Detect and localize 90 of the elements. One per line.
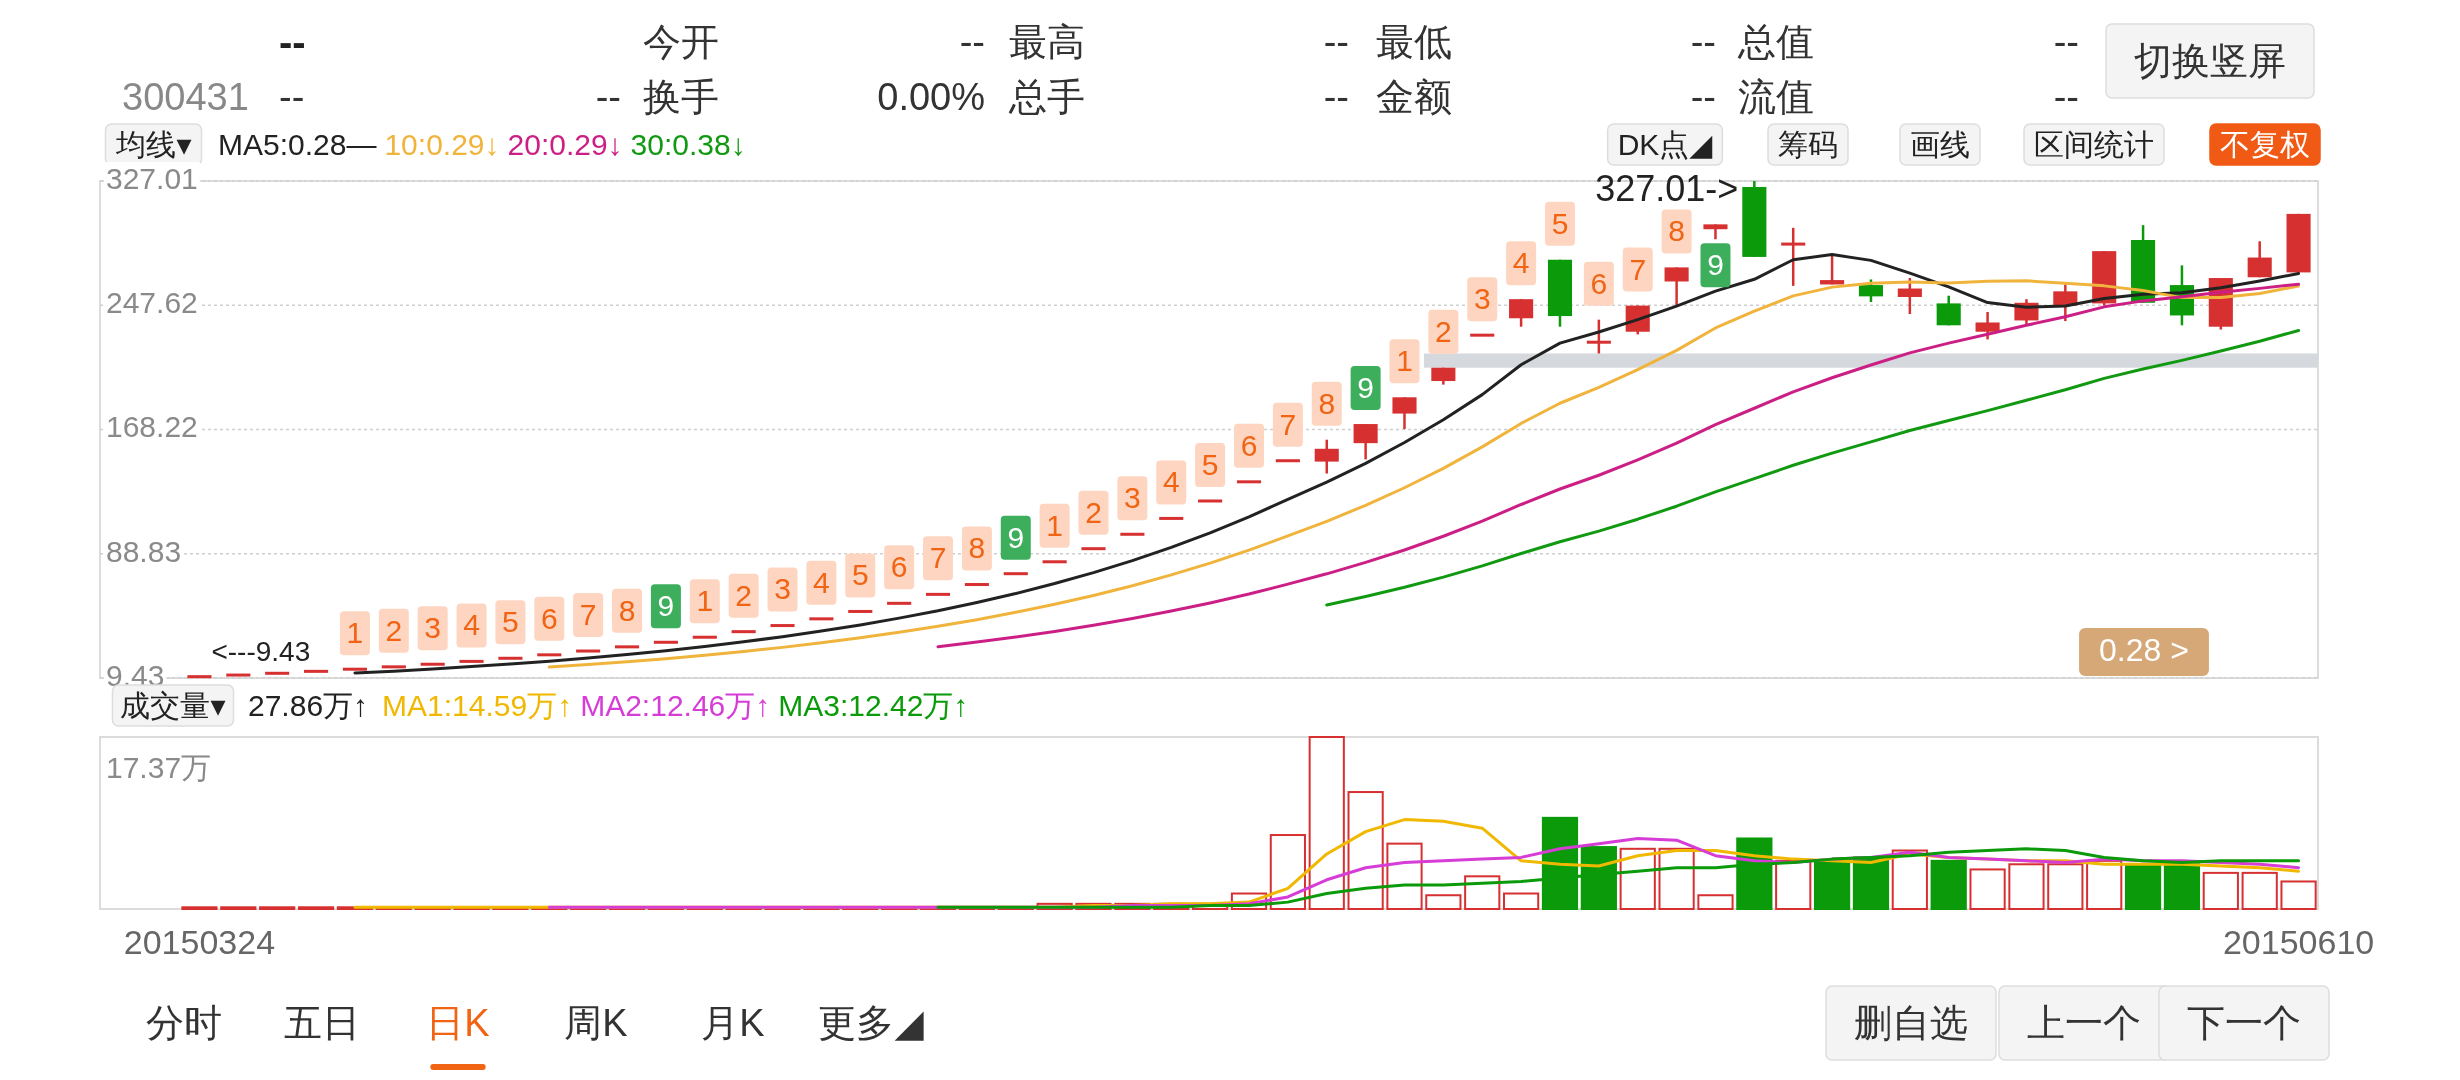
annotation: 8	[1668, 214, 1685, 248]
text: --	[1323, 76, 1349, 119]
text: 27.86万↑	[248, 688, 369, 722]
annotation: 3	[424, 611, 442, 645]
text: 换手	[643, 76, 719, 119]
text: 区间统计	[2034, 127, 2154, 161]
annotation: 3	[1473, 282, 1491, 316]
annotation: 9	[1357, 370, 1374, 404]
annotation: 1	[696, 584, 714, 618]
y-tick-label: 88.83	[106, 534, 182, 568]
x-tick-label: 20150610	[2222, 922, 2375, 961]
x-tick-label: 20150324	[123, 922, 276, 961]
text: 上一个	[2027, 1002, 2141, 1045]
text: 日K	[426, 1002, 490, 1045]
text: 10:0.29↓	[384, 127, 500, 161]
text: --	[279, 19, 306, 64]
text: 下一个	[2187, 1002, 2301, 1045]
annotation: 6	[1240, 428, 1258, 462]
text: --	[1690, 21, 1716, 64]
annotation: 9	[1007, 520, 1025, 554]
annotation: 3	[1124, 481, 1141, 515]
text: 周K	[564, 1002, 628, 1045]
y-tick-label: 327.01	[106, 161, 198, 195]
annotation: 8	[1318, 386, 1336, 420]
text: 30:0.38↓	[630, 127, 746, 161]
annotation: 3	[774, 572, 791, 606]
text: --	[2053, 21, 2079, 64]
text: DK点◢	[1617, 127, 1713, 161]
text: 最低	[1376, 21, 1452, 64]
text: 总手	[1008, 76, 1085, 119]
text: MA3:12.42万↑	[778, 688, 969, 722]
text: 最高	[1009, 21, 1085, 64]
text: 均线▾	[115, 127, 192, 161]
text: 今开	[643, 21, 719, 64]
annotation: 5	[1201, 447, 1219, 481]
text: 分时	[146, 1002, 222, 1045]
annotation: 1	[1396, 344, 1413, 378]
text: --	[959, 21, 985, 64]
text: MA2:12.46万↑	[580, 688, 771, 722]
annotation: 6	[890, 550, 908, 584]
annotation: 4	[813, 565, 830, 599]
text: 300431	[122, 76, 249, 119]
annotation: 2	[1085, 495, 1102, 529]
text: --	[279, 76, 305, 119]
annotation: 4	[463, 608, 480, 642]
annotation: 7	[929, 541, 947, 575]
annotation: 327.01->	[1595, 167, 1739, 209]
annotation: 1	[346, 616, 364, 650]
annotation: 5	[502, 605, 519, 639]
annotation: 2	[735, 578, 752, 612]
annotation: 9	[1707, 248, 1724, 282]
text: 月K	[701, 1002, 765, 1045]
annotation: 4	[1162, 465, 1180, 499]
annotation: 8	[618, 593, 636, 627]
text: 更多◢	[818, 1002, 925, 1045]
annotation: 0.28 >	[2099, 632, 2189, 669]
text: --	[595, 76, 621, 119]
text: MA5:0.28—	[218, 127, 377, 161]
annotation: 5	[1551, 206, 1569, 240]
text: MA1:14.59万↑	[382, 688, 573, 722]
text: 0.00%	[877, 76, 985, 119]
annotation: 7	[1629, 252, 1647, 286]
text: 总值	[1737, 21, 1814, 64]
annotation: 5	[851, 558, 869, 592]
text: --	[2053, 76, 2079, 119]
text: 五日	[284, 1002, 360, 1045]
annotation: 2	[1435, 314, 1452, 348]
annotation: 2	[385, 613, 403, 647]
annotation: <---9.43	[211, 636, 311, 668]
text: 画线	[1910, 127, 1970, 161]
y-tick-label: 168.22	[106, 410, 198, 444]
text: 流值	[1738, 76, 1814, 119]
text: --	[1690, 76, 1716, 119]
annotation: 7	[579, 597, 597, 631]
y-tick-label: 247.62	[106, 286, 198, 320]
text: 不复权	[2220, 127, 2310, 161]
text: 切换竖屏	[2134, 40, 2286, 83]
annotation: 1	[1046, 508, 1063, 542]
text: 删自选	[1854, 1002, 1968, 1045]
annotation: 4	[1512, 246, 1530, 280]
annotation: 9	[657, 589, 675, 623]
annotation: 6	[1590, 266, 1608, 300]
text: --	[1323, 21, 1349, 64]
annotation: 17.37万	[106, 750, 212, 784]
annotation: 8	[968, 531, 986, 565]
text: 金额	[1376, 76, 1452, 119]
annotation: 6	[540, 601, 558, 635]
text: 20:0.29↓	[507, 127, 623, 161]
annotation: 7	[1279, 407, 1297, 441]
text: 筹码	[1778, 127, 1838, 161]
